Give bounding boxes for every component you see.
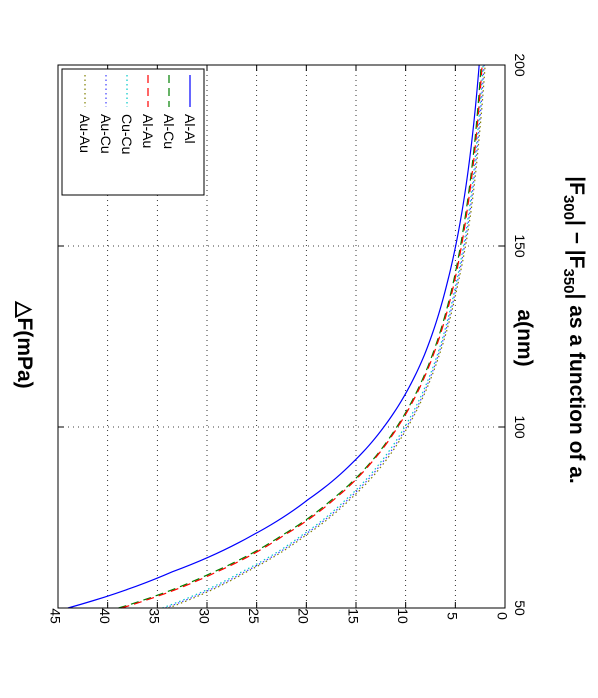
plot-frame: [57, 64, 506, 609]
y-tick-label: 0: [494, 612, 510, 620]
legend-label: Au-Cu: [98, 114, 114, 154]
y-tick-label: 35: [147, 608, 163, 624]
legend-label: Al-Cu: [161, 114, 177, 149]
x-tick-label: 100: [512, 415, 528, 439]
legend-box: [61, 68, 205, 196]
legend-label: Au-Au: [77, 114, 93, 153]
y-tick-label: 30: [196, 608, 212, 624]
legend-label: Cu-Cu: [119, 114, 135, 154]
y-tick-label: 40: [97, 608, 113, 624]
x-tick-label: 50: [512, 600, 528, 616]
tick-layer: 50 100 150 200 0 5 10 15 20 25 30 35 40 45: [47, 53, 528, 624]
series-line-au-au: [168, 64, 486, 609]
legend-label: Al-Al: [182, 114, 198, 144]
legend: Al-Al Al-Cu Al-Au Cu-Cu Au-Cu Au-Au: [61, 68, 205, 196]
y-tick-label: 25: [246, 608, 262, 624]
y-axis-label: △F(mPa): [13, 300, 36, 388]
x-tick-label: 200: [512, 53, 528, 77]
series-line-al-cu: [118, 64, 482, 609]
legend-label: Al-Au: [140, 114, 156, 148]
y-tick-label: 15: [345, 608, 361, 624]
series-layer: [67, 64, 486, 609]
series-line-au-cu: [165, 64, 485, 609]
series-line-al-al: [67, 64, 480, 609]
y-tick-label: 20: [296, 608, 312, 624]
y-tick-label: 45: [47, 608, 63, 624]
x-tick-label: 150: [512, 234, 528, 258]
chart-title: |F300| − |F350| as a function of a.: [560, 176, 588, 484]
x-axis-label: a(nm): [513, 309, 536, 366]
y-tick-label: 5: [445, 612, 461, 620]
series-line-al-au: [121, 64, 483, 609]
y-tick-label: 10: [395, 608, 411, 624]
